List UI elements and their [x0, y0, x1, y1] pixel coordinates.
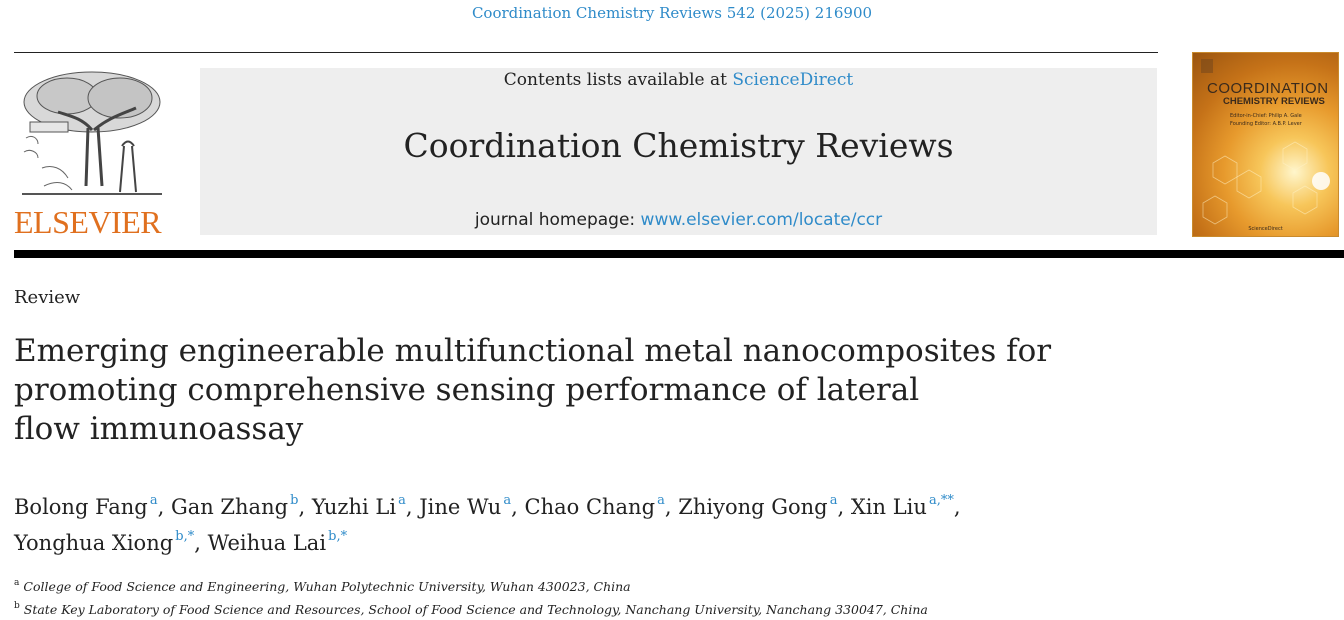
- author-name[interactable]: Gan Zhang: [170, 495, 289, 519]
- author-name[interactable]: Jine Wu: [419, 495, 502, 519]
- cover-pattern-icon: [1201, 59, 1330, 225]
- article-title-line: Emerging engineerable multifunctional me…: [14, 333, 1052, 369]
- article-title-line: flow immunoassay: [14, 411, 304, 447]
- sciencedirect-link[interactable]: ScienceDirect: [732, 70, 854, 90]
- cover-editor-line2: Founding Editor: A.B.P. Lever: [1230, 121, 1302, 127]
- homepage-prefix: journal homepage:: [474, 210, 641, 230]
- affiliation-text: State Key Laboratory of Food Science and…: [23, 602, 928, 618]
- article-title-line: promoting comprehensive sensing performa…: [14, 372, 920, 408]
- author-affiliation-ref[interactable]: a: [503, 493, 512, 508]
- elsevier-logo: ELSEVIER: [12, 68, 168, 238]
- author: Yonghua Xiong b,*,: [14, 529, 208, 555]
- journal-cover-thumbnail[interactable]: COORDINATION CHEMISTRY REVIEWS Editor-in…: [1192, 52, 1339, 237]
- contents-line: Contents lists available at ScienceDirec…: [200, 70, 1157, 90]
- author-name[interactable]: Yonghua Xiong: [14, 531, 174, 555]
- cover-editor-line1: Editor-in-Chief: Philip A. Gale: [1230, 113, 1302, 119]
- cover-title-line1: COORDINATION: [1207, 80, 1329, 97]
- affiliation-label: b: [14, 601, 20, 612]
- author-name[interactable]: Weihua Lai: [207, 531, 327, 555]
- top-rule: [14, 52, 1158, 53]
- author-affiliation-ref[interactable]: a,**: [929, 493, 954, 508]
- affiliation-label: a: [14, 578, 20, 588]
- author-separator: ,: [405, 495, 420, 519]
- author-separator: ,: [511, 495, 525, 519]
- author: Yuzhi Li a,: [311, 493, 420, 519]
- affiliation: b State Key Laboratory of Food Science an…: [14, 597, 928, 620]
- author-affiliation-ref[interactable]: b: [290, 493, 299, 508]
- author-name[interactable]: Yuzhi Li: [311, 495, 397, 519]
- author-affiliation-ref[interactable]: b,*: [175, 529, 195, 544]
- author: Xin Liu a,**,: [850, 493, 961, 519]
- journal-homepage-link[interactable]: www.elsevier.com/locate/ccr: [640, 210, 883, 230]
- author-separator: ,: [157, 495, 171, 519]
- elsevier-wordmark[interactable]: ELSEVIER: [14, 204, 162, 240]
- author: Zhiyong Gong a,: [678, 493, 851, 519]
- affiliation-text: College of Food Science and Engineering,…: [23, 579, 631, 595]
- article-type: Review: [14, 287, 81, 308]
- author-name[interactable]: Xin Liu: [850, 495, 927, 519]
- author-affiliation-ref[interactable]: a: [657, 493, 665, 508]
- author-separator: ,: [837, 495, 851, 519]
- journal-title: Coordination Chemistry Reviews: [403, 126, 954, 165]
- article-title: Emerging engineerable multifunctional me…: [14, 332, 1051, 449]
- author-affiliation-ref[interactable]: a: [829, 493, 838, 508]
- author-line: Bolong Fang a, Gan Zhang b, Yuzhi Li a, …: [14, 487, 961, 523]
- author: Weihua Lai b,*: [207, 529, 348, 555]
- author-separator: ,: [953, 495, 961, 519]
- elsevier-tree-icon: [22, 71, 162, 195]
- journal-citation[interactable]: Coordination Chemistry Reviews 542 (2025…: [471, 4, 873, 22]
- cover-title-line2: CHEMISTRY REVIEWS: [1223, 96, 1325, 107]
- author-name[interactable]: Chao Chang: [524, 495, 656, 519]
- author-affiliation-ref[interactable]: a: [149, 493, 158, 508]
- author: Bolong Fang a,: [14, 493, 171, 519]
- journal-banner: Contents lists available at ScienceDirec…: [200, 68, 1157, 235]
- author-separator: ,: [298, 495, 312, 519]
- author-name[interactable]: Bolong Fang: [14, 495, 148, 519]
- author-separator: ,: [194, 531, 208, 555]
- author: Chao Chang a,: [524, 493, 679, 519]
- author-list: Bolong Fang a, Gan Zhang b, Yuzhi Li a, …: [14, 487, 961, 559]
- author-name[interactable]: Zhiyong Gong: [678, 495, 828, 519]
- author: Gan Zhang b,: [170, 493, 312, 519]
- affiliation: a College of Food Science and Engineering…: [14, 574, 928, 597]
- homepage-line: journal homepage: www.elsevier.com/locat…: [200, 210, 1157, 230]
- author-affiliation-ref[interactable]: a: [398, 493, 406, 508]
- author-separator: ,: [664, 495, 679, 519]
- author-affiliation-ref[interactable]: b,*: [328, 529, 348, 544]
- author-line: Yonghua Xiong b,*, Weihua Lai b,*: [14, 523, 961, 559]
- author: Jine Wu a,: [419, 493, 525, 519]
- header-divider: [14, 250, 1344, 258]
- contents-prefix: Contents lists available at: [503, 70, 733, 90]
- affiliation-list: a College of Food Science and Engineering…: [14, 574, 928, 620]
- cover-footer: ScienceDirect: [1248, 226, 1283, 232]
